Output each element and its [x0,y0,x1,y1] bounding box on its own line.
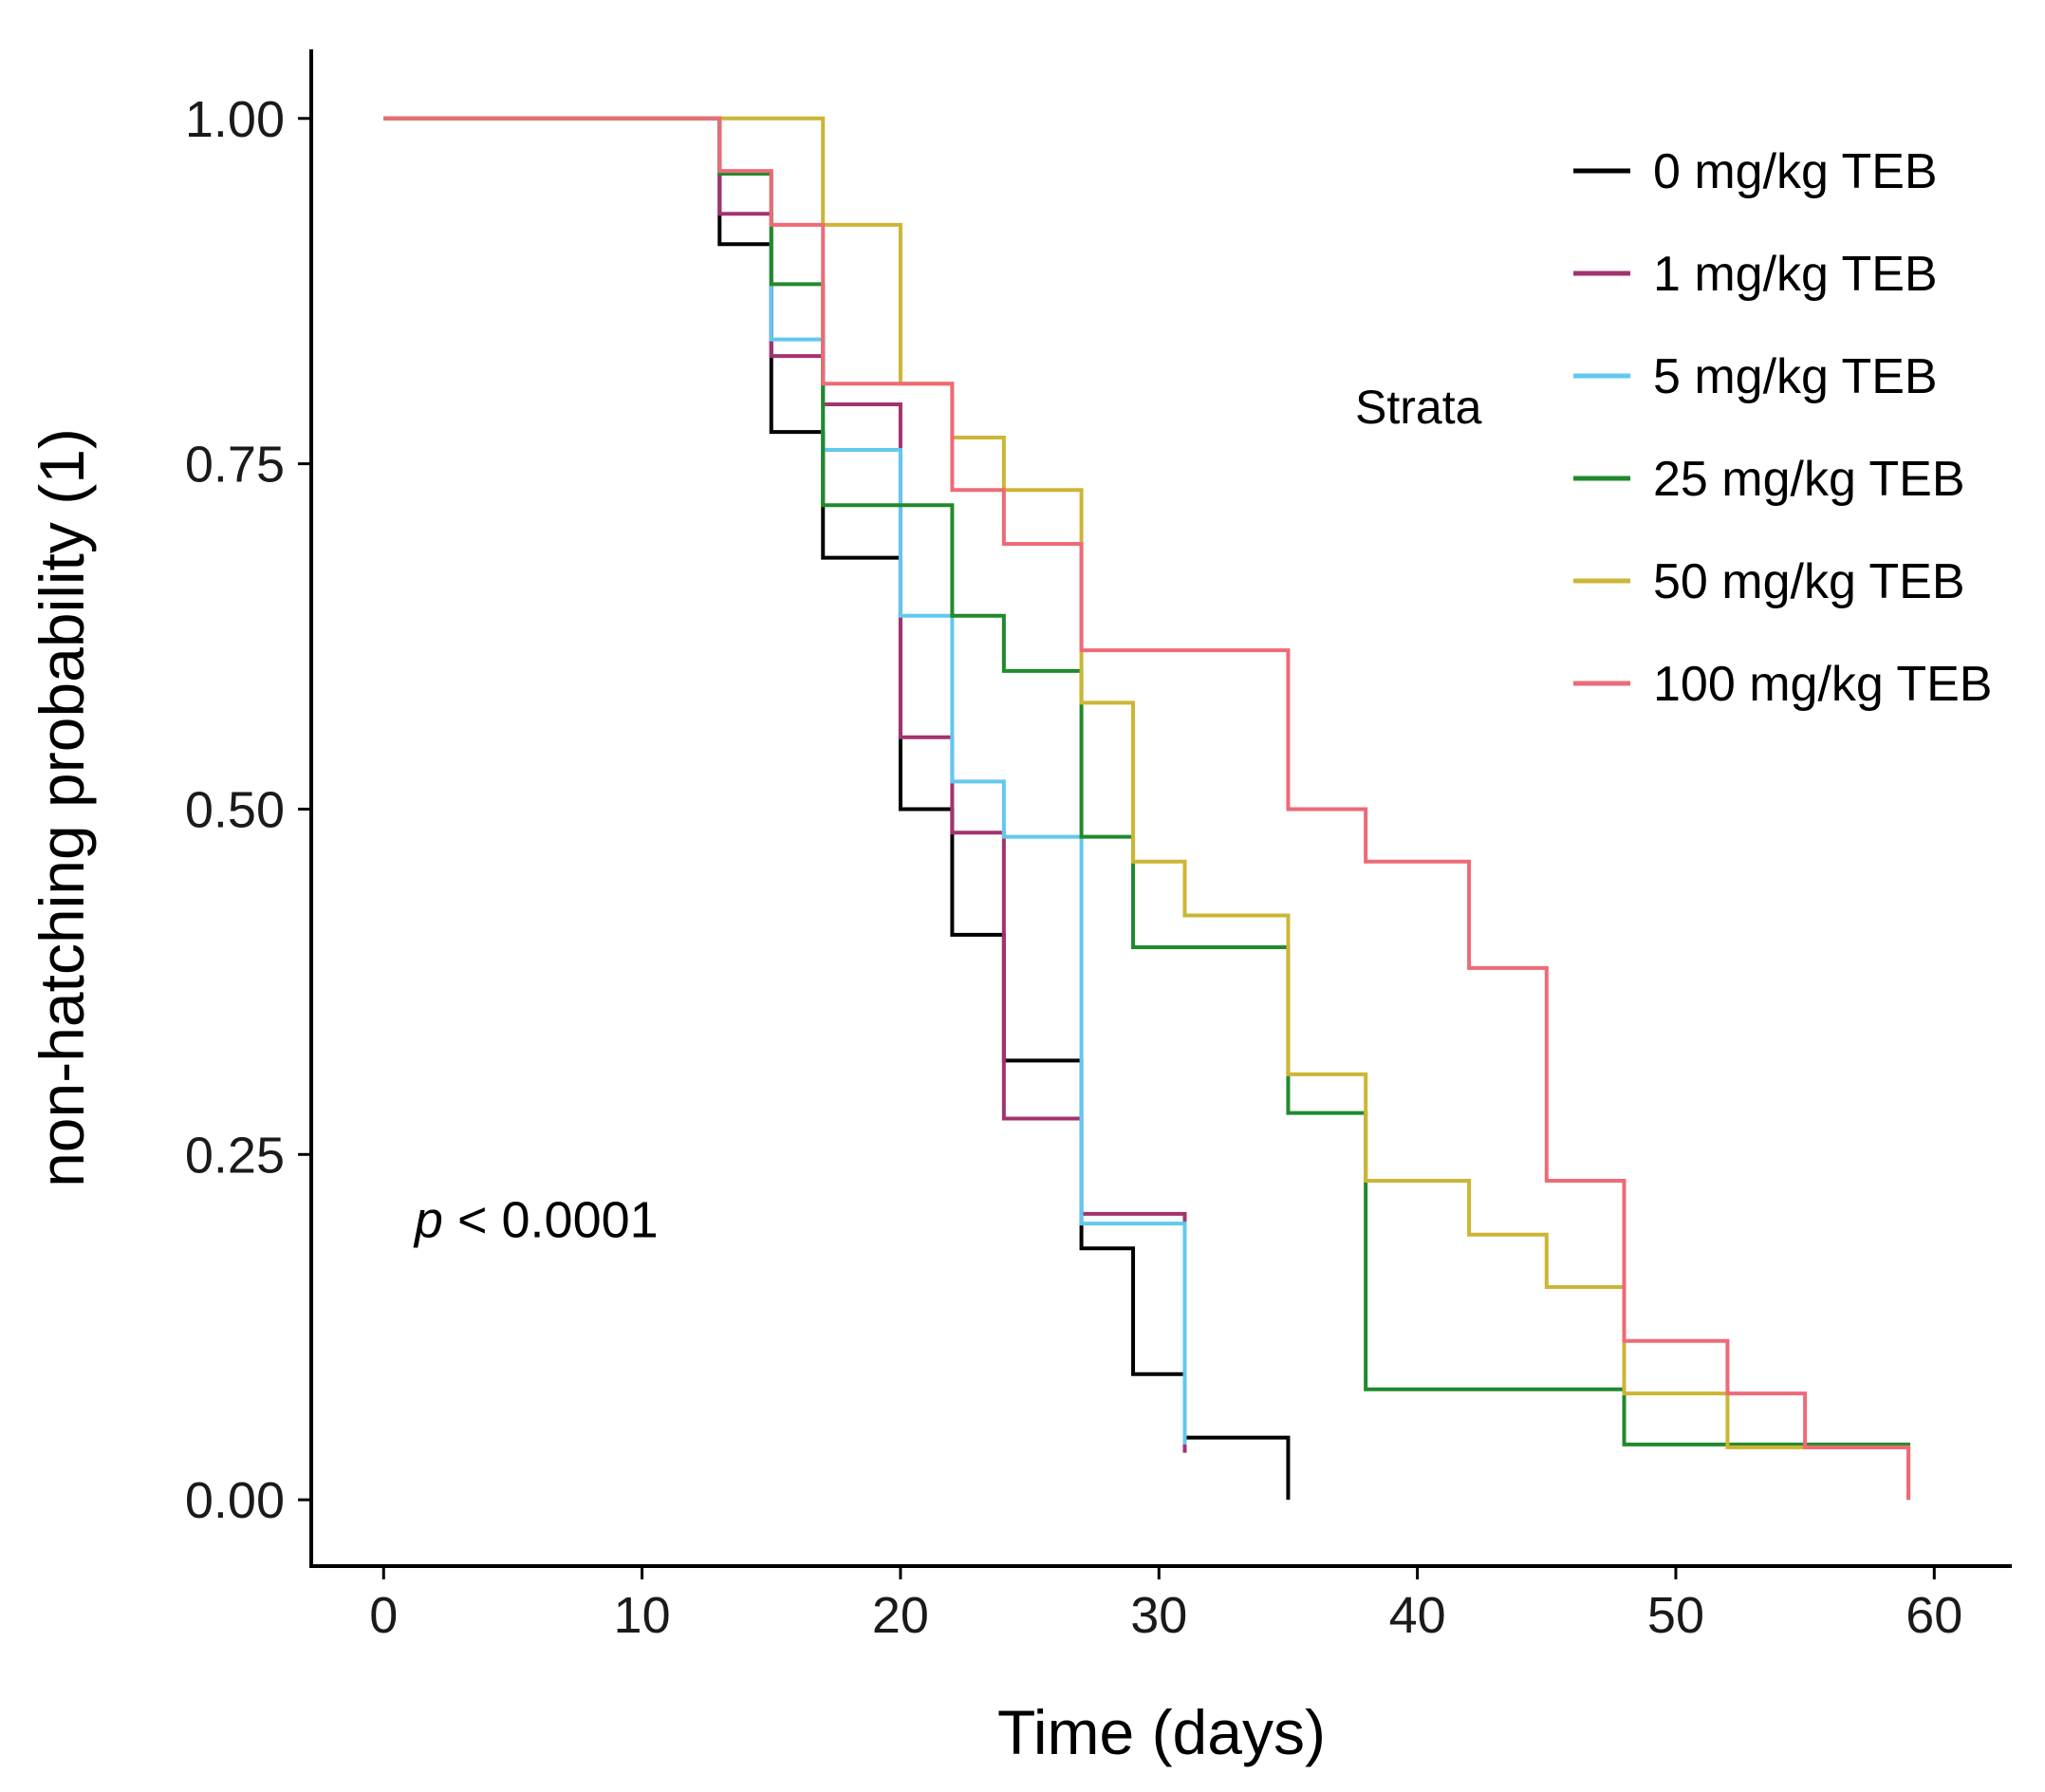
y-axis-title: non-hatching probability (1) [27,428,97,1187]
x-tick-label: 50 [1647,1587,1704,1644]
series-line-1 [383,116,1187,1453]
y-tick-label: 0.75 [185,437,285,494]
x-tick-label: 10 [614,1587,671,1644]
y-tick-label: 0.50 [185,781,285,838]
legend-label-5: 100 mg/kg TEB [1653,657,1992,712]
legend: 0 mg/kg TEB 1 mg/kg TEB 5 mg/kg TEB 25 mg/k… [1573,144,1992,712]
x-tick-label: 20 [872,1587,929,1644]
legend-label-2: 5 mg/kg TEB [1653,349,1938,404]
x-tick-label: 40 [1389,1587,1446,1644]
x-tick-label: 60 [1906,1587,1962,1644]
legend-label-0: 0 mg/kg TEB [1653,144,1938,199]
series-line-5 [383,116,1911,1501]
legend-label-3: 25 mg/kg TEB [1653,452,1965,507]
y-ticks: 0.00 0.25 0.50 0.75 1.00 [185,91,311,1529]
series-line-4 [383,116,1911,1501]
y-tick-label: 0.25 [185,1127,285,1184]
p-value-symbol: p [413,1192,443,1249]
y-tick-label: 1.00 [185,91,285,148]
p-value-text: < 0.0001 [443,1192,659,1249]
x-tick-label: 0 [369,1587,398,1644]
y-tick-label: 0.00 [185,1472,285,1529]
legend-label-4: 50 mg/kg TEB [1653,554,1965,609]
x-tick-label: 30 [1130,1587,1187,1644]
plot-series [383,116,1911,1501]
legend-title: Strata [1355,381,1482,434]
legend-label-1: 1 mg/kg TEB [1653,247,1938,302]
x-axis-title: Time (days) [997,1697,1326,1767]
series-line-3 [383,116,1911,1501]
p-value-annotation: p < 0.0001 [413,1192,659,1249]
x-ticks: 0 10 20 30 40 50 60 [369,1566,1962,1644]
series-line-0 [383,116,1291,1501]
